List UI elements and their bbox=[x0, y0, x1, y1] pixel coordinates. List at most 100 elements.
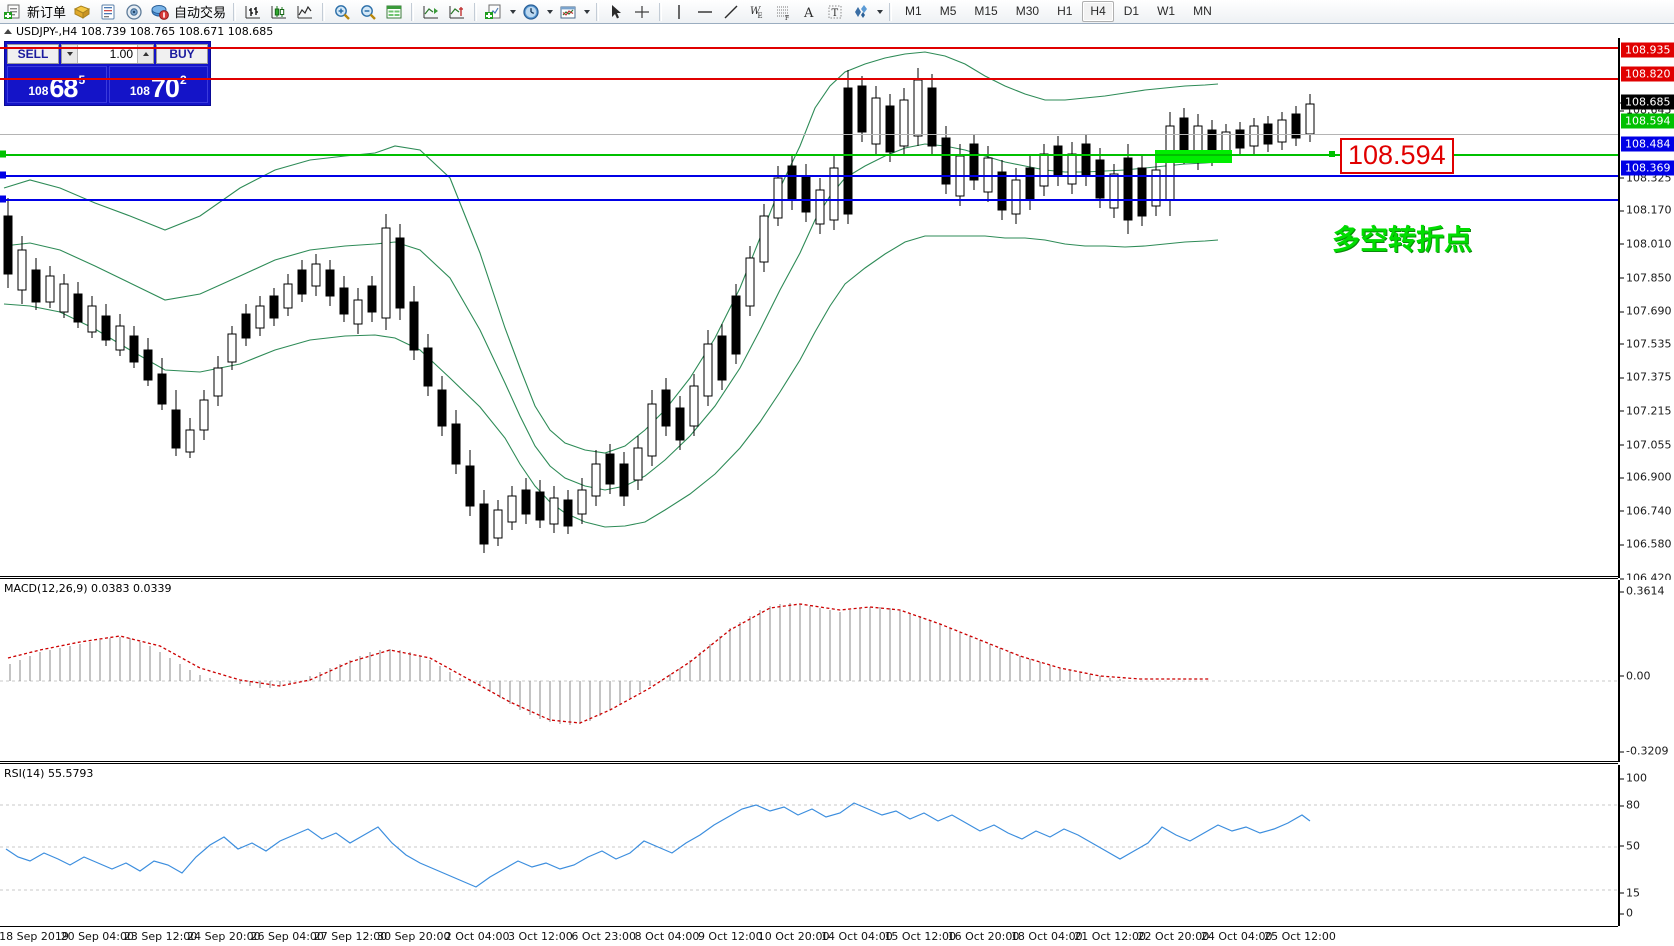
macd-chart-svg bbox=[0, 603, 1618, 725]
volume-value[interactable]: 1.00 bbox=[109, 47, 133, 61]
time-label: 26 Sep 04:00 bbox=[250, 930, 324, 943]
rsi-tick: 0 bbox=[1620, 907, 1633, 920]
price-pane[interactable]: 108.594 多空转折点 bbox=[0, 38, 1618, 578]
sell-price-display[interactable]: 108 68 5 bbox=[7, 66, 107, 103]
level-line-108-484[interactable] bbox=[0, 175, 1618, 177]
time-label: 16 Oct 20:00 bbox=[947, 930, 1020, 943]
navigator-icon[interactable] bbox=[122, 1, 146, 23]
bollinger-upper-band bbox=[3, 51, 1219, 454]
macd-histogram bbox=[9, 603, 1121, 725]
svg-text:F: F bbox=[785, 15, 789, 21]
trade-panel-controls: SELL 1.00 BUY bbox=[5, 42, 210, 66]
crosshair-icon[interactable] bbox=[630, 1, 654, 23]
rsi-label: RSI(14) 55.5793 bbox=[4, 767, 94, 780]
auto-scroll-icon[interactable] bbox=[445, 1, 469, 23]
volume-increase-icon[interactable] bbox=[137, 45, 153, 63]
buy-price-display[interactable]: 108 70 2 bbox=[108, 66, 208, 103]
price-tag-108-484[interactable]: 108.484 bbox=[1621, 136, 1674, 152]
indicators-dropdown-caret[interactable] bbox=[507, 1, 518, 23]
text-icon[interactable]: A bbox=[797, 1, 821, 23]
rsi-tick: 100 bbox=[1620, 772, 1647, 785]
volume-decrease-icon[interactable] bbox=[62, 45, 78, 63]
price-tick: 107.055 bbox=[1620, 438, 1672, 451]
time-label: 18 Oct 04:00 bbox=[1010, 930, 1083, 943]
macd-scale-axis[interactable]: 0.3614 0.00 -0.3209 bbox=[1618, 580, 1674, 762]
indicators-icon[interactable] bbox=[482, 1, 506, 23]
profiles-icon[interactable] bbox=[70, 1, 94, 23]
text-label-icon[interactable]: T bbox=[823, 1, 847, 23]
auto-trading-label[interactable]: 自动交易 bbox=[174, 6, 227, 21]
trendline-icon[interactable] bbox=[719, 1, 743, 23]
price-tag-108-685[interactable]: 108.685 bbox=[1621, 94, 1674, 110]
line-chart-icon[interactable] bbox=[293, 1, 317, 23]
collapse-triangle-icon[interactable] bbox=[4, 29, 12, 34]
level-line-108-594[interactable] bbox=[0, 154, 1618, 156]
time-axis[interactable]: 18 Sep 2019 20 Sep 04:00 23 Sep 12:00 24 Se… bbox=[0, 926, 1618, 946]
candlestick-chart-icon[interactable] bbox=[267, 1, 291, 23]
pane-separator-2[interactable] bbox=[0, 761, 1618, 764]
templates-icon[interactable] bbox=[556, 1, 580, 23]
zoom-in-icon[interactable] bbox=[330, 1, 354, 23]
period-dropdown-caret[interactable] bbox=[544, 1, 555, 23]
price-tick: 108.170 bbox=[1620, 204, 1672, 217]
new-order-label[interactable]: 新订单 bbox=[27, 6, 67, 21]
time-label: 6 Oct 23:00 bbox=[571, 930, 637, 943]
price-tag-108-820[interactable]: 108.820 bbox=[1621, 66, 1674, 82]
level-line-108-369[interactable] bbox=[0, 199, 1618, 201]
timeframe-m5[interactable]: M5 bbox=[939, 4, 957, 18]
chart-grid-icon[interactable] bbox=[382, 1, 406, 23]
timeframe-m1[interactable]: M1 bbox=[905, 4, 922, 18]
chinese-annotation-text[interactable]: 多空转折点 bbox=[1332, 223, 1473, 256]
elliott-wave-icon[interactable]: W E bbox=[745, 1, 769, 23]
timeframe-m15[interactable]: M15 bbox=[974, 4, 998, 18]
volume-stepper[interactable]: 1.00 bbox=[61, 44, 154, 64]
pane-separator-1[interactable] bbox=[0, 576, 1618, 579]
one-click-trading-panel[interactable]: SELL 1.00 BUY 108 68 5 108 70 2 bbox=[4, 41, 211, 106]
vertical-line-icon[interactable] bbox=[667, 1, 691, 23]
cursor-icon[interactable] bbox=[604, 1, 628, 23]
zoom-out-icon[interactable] bbox=[356, 1, 380, 23]
sell-button[interactable]: SELL bbox=[7, 44, 59, 64]
timeframe-d1[interactable]: D1 bbox=[1123, 4, 1140, 18]
toolbar-separator bbox=[233, 2, 237, 21]
horizontal-line-icon[interactable] bbox=[693, 1, 717, 23]
time-label: 23 Sep 12:00 bbox=[123, 930, 198, 943]
timeframe-w1[interactable]: W1 bbox=[1157, 4, 1176, 18]
level-line-108-820[interactable] bbox=[0, 78, 1618, 80]
toolbar-separator-2 bbox=[322, 2, 326, 21]
period-icon[interactable] bbox=[519, 1, 543, 23]
level-handle-108-594[interactable] bbox=[0, 150, 6, 158]
price-tag-108-935[interactable]: 108.935 bbox=[1621, 42, 1674, 58]
price-tick: 107.215 bbox=[1620, 404, 1672, 417]
svg-text:A: A bbox=[803, 6, 814, 21]
timeframe-m30[interactable]: M30 bbox=[1015, 4, 1040, 18]
fibonacci-icon[interactable]: F bbox=[771, 1, 795, 23]
shapes-icon[interactable] bbox=[849, 1, 873, 23]
macd-pane[interactable]: MACD(12,26,9) 0.0383 0.0339 bbox=[0, 580, 1618, 762]
buy-button[interactable]: BUY bbox=[156, 44, 208, 64]
shapes-dropdown-caret[interactable] bbox=[874, 1, 885, 23]
rsi-scale-axis[interactable]: 100 80 50 15 0 bbox=[1618, 765, 1674, 926]
price-scale-axis[interactable]: 108.685108.645108.325108.170108.010107.8… bbox=[1618, 38, 1674, 585]
templates-dropdown-caret[interactable] bbox=[581, 1, 592, 23]
timeframe-mn[interactable]: MN bbox=[1193, 4, 1212, 18]
auto-trading-icon[interactable] bbox=[148, 1, 172, 23]
level-line-108-935[interactable] bbox=[0, 47, 1618, 49]
bar-chart-icon[interactable] bbox=[241, 1, 265, 23]
time-label: 22 Oct 20:00 bbox=[1137, 930, 1210, 943]
price-tag-108-594[interactable]: 108.594 bbox=[1621, 113, 1674, 129]
new-order-icon[interactable] bbox=[1, 1, 25, 23]
price-tick: 107.690 bbox=[1620, 305, 1672, 318]
level-handle-108-484[interactable] bbox=[0, 171, 6, 179]
timeframe-h1[interactable]: H1 bbox=[1057, 4, 1073, 18]
rsi-pane[interactable]: RSI(14) 55.5793 bbox=[0, 765, 1618, 926]
chart-shift-icon[interactable] bbox=[419, 1, 443, 23]
support-zone-highlight[interactable] bbox=[1155, 150, 1232, 163]
level-handle-108-369[interactable] bbox=[0, 195, 6, 203]
price-tag-108-369[interactable]: 108.369 bbox=[1621, 160, 1674, 176]
price-callout-box[interactable]: 108.594 bbox=[1340, 138, 1454, 174]
timeframe-h4[interactable]: H4 bbox=[1082, 1, 1114, 22]
market-watch-icon[interactable] bbox=[96, 1, 120, 23]
toolbar-separator-6 bbox=[659, 2, 663, 21]
rsi-tick: 50 bbox=[1620, 839, 1640, 852]
